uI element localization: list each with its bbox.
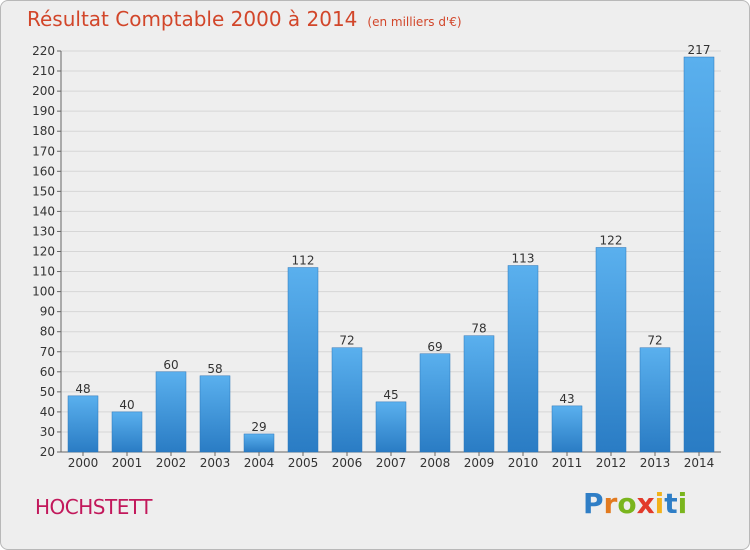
y-tick-label: 180 <box>32 124 55 138</box>
y-tick-label: 210 <box>32 64 55 78</box>
y-tick-label: 20 <box>40 445 55 459</box>
x-tick-label-2013: 2013 <box>640 456 671 470</box>
bar-2000 <box>67 395 99 453</box>
y-tick-label: 80 <box>40 325 55 339</box>
y-tick-label: 90 <box>40 305 55 319</box>
x-tick-label-2009: 2009 <box>464 456 495 470</box>
data-label-2006: 72 <box>339 334 354 348</box>
y-tick-label: 30 <box>40 425 55 439</box>
data-label-2013: 72 <box>647 334 662 348</box>
y-tick-label: 120 <box>32 245 55 259</box>
x-tick-label-2007: 2007 <box>376 456 407 470</box>
bar-2011 <box>551 405 583 453</box>
y-tick-label: 170 <box>32 144 55 158</box>
logo-letter: o <box>617 487 637 520</box>
y-tick-label: 70 <box>40 345 55 359</box>
y-tick-label: 200 <box>32 84 55 98</box>
bar-2005 <box>287 267 319 453</box>
data-label-2007: 45 <box>383 388 398 402</box>
y-tick-label: 190 <box>32 104 55 118</box>
location-name: HOCHSTETT <box>35 495 152 519</box>
data-label-2004: 29 <box>251 420 266 434</box>
x-tick-label-2010: 2010 <box>508 456 539 470</box>
x-tick-label-2001: 2001 <box>112 456 143 470</box>
data-label-2009: 78 <box>471 322 486 336</box>
x-tick-label-2002: 2002 <box>156 456 187 470</box>
data-label-2000: 48 <box>75 382 90 396</box>
x-tick-label-2000: 2000 <box>68 456 99 470</box>
y-tick-label: 100 <box>32 285 55 299</box>
logo-letter: t <box>664 487 678 520</box>
x-tick-label-2014: 2014 <box>684 456 715 470</box>
x-tick-label-2011: 2011 <box>552 456 583 470</box>
data-label-2008: 69 <box>427 340 442 354</box>
bar-2001 <box>111 411 143 453</box>
data-label-2005: 112 <box>292 254 315 268</box>
y-tick-label: 140 <box>32 204 55 218</box>
brand-logo: Proxiti <box>583 487 687 520</box>
bar-2009 <box>463 335 495 453</box>
logo-letter: i <box>677 487 688 520</box>
data-label-2003: 58 <box>207 362 222 376</box>
y-tick-label: 130 <box>32 224 55 238</box>
data-label-2002: 60 <box>163 358 178 372</box>
title-unit: (en milliers d'€) <box>367 15 462 29</box>
data-label-2012: 122 <box>600 233 623 247</box>
y-tick-label: 40 <box>40 405 55 419</box>
y-tick-label: 220 <box>32 44 55 58</box>
bar-2010 <box>507 265 539 453</box>
logo-letter: x <box>636 487 655 520</box>
bar-2002 <box>155 371 187 453</box>
y-tick-label: 110 <box>32 265 55 279</box>
data-label-2014: 217 <box>688 43 711 57</box>
data-label-2010: 113 <box>512 252 535 266</box>
y-tick-label: 150 <box>32 184 55 198</box>
data-label-2011: 43 <box>559 392 574 406</box>
x-tick-label-2005: 2005 <box>288 456 319 470</box>
x-tick-label-2008: 2008 <box>420 456 451 470</box>
chart-title: Résultat Comptable 2000 à 2014 (en millie… <box>27 7 462 31</box>
bar-2008 <box>419 353 451 453</box>
x-tick-label-2012: 2012 <box>596 456 627 470</box>
bar-2014 <box>683 56 715 453</box>
bar-2006 <box>331 347 363 453</box>
y-tick-label: 160 <box>32 164 55 178</box>
y-tick-label: 60 <box>40 365 55 379</box>
logo-letter: r <box>603 487 618 520</box>
bar-2003 <box>199 375 231 453</box>
logo-letter: i <box>654 487 665 520</box>
bar-2012 <box>595 247 627 453</box>
y-tick-label: 50 <box>40 385 55 399</box>
x-tick-label-2003: 2003 <box>200 456 231 470</box>
logo-letter: P <box>583 487 604 520</box>
title-text: Résultat Comptable 2000 à 2014 <box>27 7 358 31</box>
x-tick-label-2004: 2004 <box>244 456 275 470</box>
data-label-2001: 40 <box>119 398 134 412</box>
bar-2004 <box>243 433 275 453</box>
bar-2013 <box>639 347 671 453</box>
bar-2007 <box>375 401 407 453</box>
x-tick-label-2006: 2006 <box>332 456 363 470</box>
